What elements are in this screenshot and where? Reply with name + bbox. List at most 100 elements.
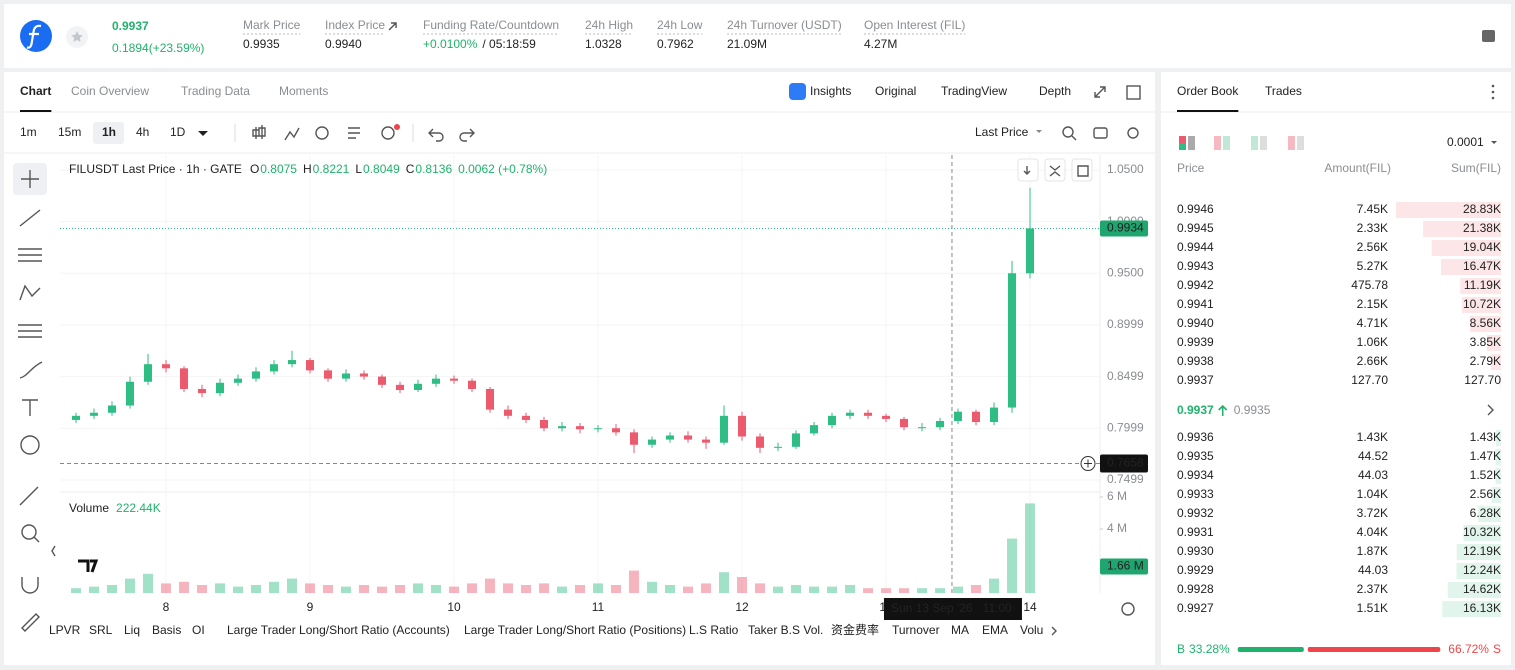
book-tab[interactable]: Order Book bbox=[1177, 84, 1239, 98]
tab[interactable]: Trading Data bbox=[181, 84, 250, 98]
indicator[interactable]: Taker B.S Vol. bbox=[748, 623, 823, 637]
stat-extra: / 05:18:59 bbox=[482, 37, 536, 51]
toolbar-icons[interactable] bbox=[252, 125, 1139, 142]
book-price[interactable]: 0.9939 bbox=[1177, 335, 1214, 349]
view-tab[interactable]: Original bbox=[875, 84, 916, 98]
interval[interactable]: 1m bbox=[20, 125, 37, 139]
coin-logo-glyph bbox=[26, 24, 42, 49]
stat-value: 0.9940 bbox=[325, 37, 362, 51]
book-sum: 1.47K bbox=[1470, 449, 1501, 463]
tab[interactable]: Chart bbox=[20, 84, 51, 98]
book-price[interactable]: 0.9942 bbox=[1177, 278, 1214, 292]
book-price[interactable]: 0.9935 bbox=[1177, 449, 1214, 463]
book-price[interactable]: 0.9945 bbox=[1177, 221, 1214, 235]
book-price[interactable]: 0.9940 bbox=[1177, 316, 1214, 330]
book-price[interactable]: 0.9946 bbox=[1177, 202, 1214, 216]
layout-icon[interactable] bbox=[1482, 30, 1495, 42]
indicator[interactable]: Large Trader Long/Short Ratio (Positions… bbox=[464, 623, 686, 637]
book-amount: 7.45K bbox=[1357, 202, 1388, 216]
volume-bar bbox=[881, 588, 892, 593]
indicator[interactable]: SRL bbox=[89, 623, 113, 637]
indicator[interactable]: 资金费率 bbox=[831, 622, 879, 637]
volume-tag bbox=[1100, 558, 1148, 575]
book-amount: 2.33K bbox=[1357, 221, 1388, 235]
view-tab[interactable]: Insights bbox=[810, 84, 851, 98]
view-tab[interactable]: TradingView bbox=[941, 84, 1007, 98]
pane-button[interactable] bbox=[1017, 158, 1039, 182]
volume-bar bbox=[647, 581, 658, 593]
book-price[interactable]: 0.9934 bbox=[1177, 468, 1214, 482]
stat-value: 1.0328 bbox=[585, 37, 622, 51]
book-price[interactable]: 0.9933 bbox=[1177, 487, 1214, 501]
depth-bar bbox=[1456, 563, 1501, 579]
depth-bar bbox=[1396, 202, 1501, 218]
indicator[interactable]: Basis bbox=[152, 623, 181, 637]
book-price[interactable]: 0.9931 bbox=[1177, 525, 1214, 539]
candle-body bbox=[305, 360, 314, 371]
book-price[interactable]: 0.9941 bbox=[1177, 297, 1214, 311]
candle-body bbox=[431, 378, 440, 384]
interval[interactable]: 4h bbox=[136, 125, 149, 139]
book-amount: 5.27K bbox=[1357, 259, 1388, 273]
pane-button[interactable] bbox=[1071, 158, 1093, 182]
expand-icon[interactable] bbox=[1094, 86, 1106, 98]
volume-bar bbox=[430, 585, 441, 593]
indicator[interactable]: L.S Ratio bbox=[689, 623, 739, 637]
book-price[interactable]: 0.9936 bbox=[1177, 430, 1214, 444]
indicator[interactable]: Liq bbox=[124, 623, 140, 637]
indicator[interactable]: MA bbox=[951, 623, 969, 637]
book-sum: 19.04K bbox=[1463, 240, 1501, 254]
depth-bar bbox=[1461, 297, 1501, 313]
book-price[interactable]: 0.9938 bbox=[1177, 354, 1214, 368]
book-amount: 1.51K bbox=[1357, 601, 1388, 615]
book-price[interactable]: 0.9929 bbox=[1177, 563, 1214, 577]
window-icon[interactable] bbox=[1126, 85, 1141, 100]
settings-icon[interactable] bbox=[1121, 602, 1135, 616]
candle-body bbox=[864, 412, 873, 416]
precision[interactable]: 0.0001 bbox=[1447, 135, 1484, 149]
indicator[interactable]: LPVR bbox=[49, 623, 81, 637]
book-price[interactable]: 0.9928 bbox=[1177, 582, 1214, 596]
drawing-tools[interactable] bbox=[13, 163, 47, 632]
tab[interactable]: Moments bbox=[279, 84, 328, 98]
book-price[interactable]: 0.9927 bbox=[1177, 601, 1214, 615]
book-price[interactable]: 0.9943 bbox=[1177, 259, 1214, 273]
buy-label: B bbox=[1177, 642, 1185, 656]
indicator[interactable]: EMA bbox=[982, 623, 1008, 637]
book-price[interactable]: 0.9944 bbox=[1177, 240, 1214, 254]
book-layout-icons[interactable] bbox=[1179, 136, 1304, 150]
indicator[interactable]: OI bbox=[192, 623, 205, 637]
candle-body bbox=[1026, 228, 1035, 274]
scroll-right[interactable] bbox=[1051, 626, 1057, 636]
book-price[interactable]: 0.9932 bbox=[1177, 506, 1214, 520]
book-price[interactable]: 0.9937 bbox=[1177, 373, 1214, 387]
book-price[interactable]: 0.9930 bbox=[1177, 544, 1214, 558]
depth-bar bbox=[1495, 449, 1501, 465]
x-tick-label: 9 bbox=[307, 600, 314, 614]
volume-bar bbox=[863, 588, 874, 593]
indicator[interactable]: Volu bbox=[1020, 623, 1043, 637]
depth-bar bbox=[1447, 582, 1501, 598]
interval[interactable]: 15m bbox=[58, 125, 81, 139]
tab[interactable]: Coin Overview bbox=[71, 84, 149, 98]
crosshair-tag bbox=[1100, 454, 1148, 473]
column-header: Price bbox=[1177, 161, 1205, 175]
indicator[interactable]: Large Trader Long/Short Ratio (Accounts) bbox=[227, 623, 450, 637]
book-sum: 8.56K bbox=[1470, 316, 1501, 330]
volume-bar bbox=[214, 583, 225, 593]
collapse[interactable] bbox=[51, 545, 56, 557]
x-tick-label: 12 bbox=[735, 600, 749, 614]
pane-button-icon bbox=[1077, 165, 1089, 177]
crosshair-time: 11:00 bbox=[983, 601, 1012, 615]
legend-value: 0.8049 bbox=[363, 162, 400, 176]
crosshair-date-tag bbox=[883, 598, 1022, 620]
book-sum: 1.52K bbox=[1470, 468, 1501, 482]
book-tab[interactable]: Trades bbox=[1265, 84, 1302, 98]
indicator[interactable]: Turnover bbox=[892, 623, 940, 637]
candle-body bbox=[936, 420, 945, 428]
price-source[interactable]: Last Price bbox=[975, 125, 1029, 139]
interval[interactable]: 1D bbox=[170, 125, 186, 139]
more-arrow[interactable] bbox=[1487, 404, 1494, 416]
interval[interactable]: 1h bbox=[102, 125, 116, 139]
view-tab[interactable]: Depth bbox=[1039, 84, 1071, 98]
